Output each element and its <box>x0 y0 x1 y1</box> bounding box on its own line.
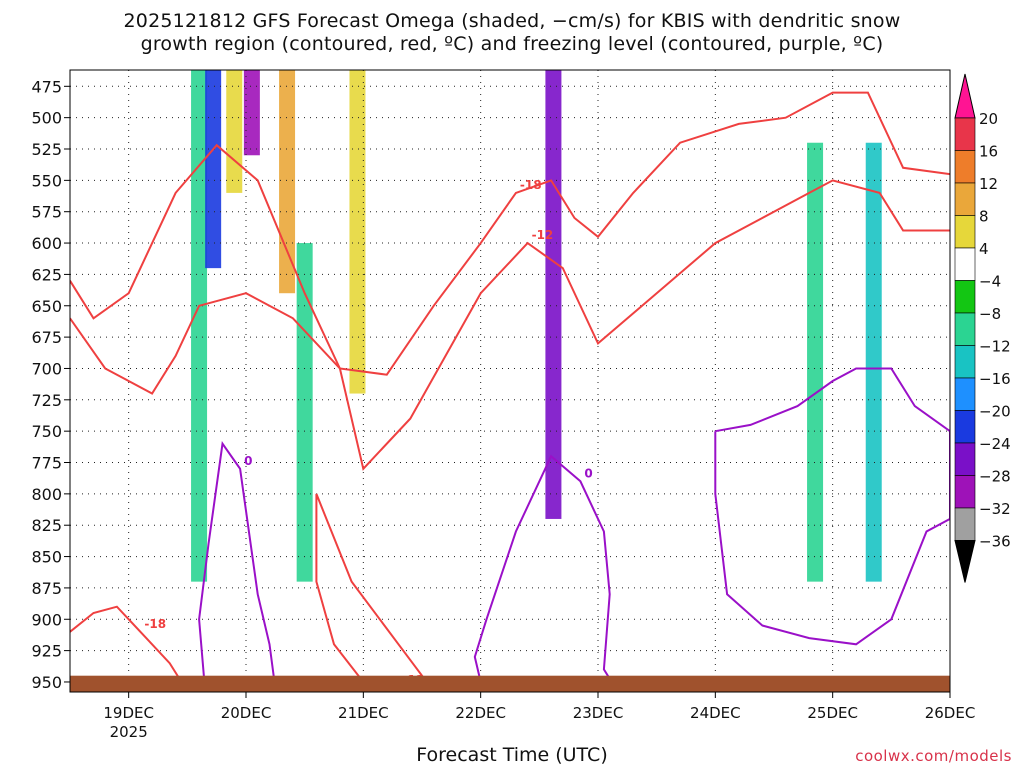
colorbar-bottom-arrow <box>954 540 976 583</box>
omega-column-1 <box>114 70 131 356</box>
x-tick-label: 24DEC <box>690 704 741 722</box>
colorbar-segment <box>954 410 976 444</box>
colorbar-label: −12 <box>979 338 1011 356</box>
terrain-layer <box>70 675 950 692</box>
colorbar-segment <box>954 215 976 249</box>
dgz-contour-minus18-a-label: -18 <box>520 178 542 192</box>
colorbar-segment <box>954 377 976 411</box>
y-tick-label: 525 <box>31 140 62 159</box>
y-tick-label: 850 <box>31 548 62 567</box>
colorbar-label: −4 <box>979 273 1001 291</box>
omega-column-9 <box>378 70 395 469</box>
colorbar-label: −32 <box>979 500 1011 518</box>
colorbar-label: −20 <box>979 403 1011 421</box>
colorbar-label: 16 <box>979 143 998 161</box>
omega-column-3 <box>205 70 222 269</box>
colorbar-segment <box>954 507 976 541</box>
y-tick-label: 600 <box>31 234 62 253</box>
dgz-contour-minus18-b-label: -18 <box>144 617 166 631</box>
colorbar-label: −8 <box>979 305 1001 323</box>
plot-frame <box>69 69 951 693</box>
omega-column-4 <box>226 70 243 193</box>
omega-column-8 <box>349 70 366 394</box>
x-tick-label: 20DEC <box>221 704 272 722</box>
y-tick-label: 875 <box>31 579 62 598</box>
y-tick-label: 725 <box>31 391 62 410</box>
x-tick-label: 25DEC <box>807 704 858 722</box>
y-tick-label: 550 <box>31 171 62 190</box>
colorbar-label: −16 <box>979 370 1011 388</box>
y-axis: 475 500 525 550 575 600 625 650 675 700 725 750 775 8… <box>31 77 70 692</box>
colorbar: 20 16 12 8 4 −4 −8 −12 −16 −20 −24 −28 −32 −36 <box>954 73 1011 583</box>
freezing-contour-a-label: 0 <box>244 454 252 468</box>
colorbar-segment <box>954 312 976 346</box>
x-year-label: 2025 <box>110 723 148 740</box>
x-tick-label: 19DEC <box>103 704 154 722</box>
freezing-contour-a <box>198 441 277 689</box>
terrain-ground <box>70 675 950 692</box>
y-tick-label: 775 <box>31 454 62 473</box>
x-tick-label: 26DEC <box>925 704 976 722</box>
dgz-contour-minus18-b <box>70 605 183 683</box>
y-tick-label: 700 <box>31 359 62 378</box>
y-tick-label: 800 <box>31 485 62 504</box>
y-tick-label: 675 <box>31 328 62 347</box>
colorbar-segment <box>954 117 976 151</box>
colorbar-label: −24 <box>979 435 1011 453</box>
contour-layer: -18-12-18-12000 <box>70 91 950 690</box>
dgz-contour-minus18-a <box>70 91 950 376</box>
omega-column-2 <box>191 70 208 582</box>
y-tick-label: 825 <box>31 516 62 535</box>
colorbar-segment <box>954 475 976 509</box>
x-tick-label: 23DEC <box>573 704 624 722</box>
omega-column-6 <box>279 70 296 294</box>
dgz-contour-minus12-a-label: -12 <box>532 228 554 242</box>
y-tick-label: 625 <box>31 265 62 284</box>
colorbar-label: −36 <box>979 533 1011 551</box>
freezing-contour-b-label: 0 <box>584 466 592 480</box>
colorbar-label: 12 <box>979 175 998 193</box>
y-tick-label: 900 <box>31 610 62 629</box>
x-axis: 19DEC 20DEC 21DEC 22DEC 23DEC 24DEC 25DEC 26DEC… <box>103 692 975 740</box>
freezing-contour-b <box>473 454 617 689</box>
chart-title-line-1: 2025121812 GFS Forecast Omega (shaded, −… <box>123 10 901 32</box>
colorbar-segment <box>954 150 976 184</box>
colorbar-label: 20 <box>979 110 998 128</box>
x-tick-label: 22DEC <box>455 704 506 722</box>
colorbar-segment <box>954 247 976 281</box>
omega-shading-layer <box>114 70 882 582</box>
omega-column-10 <box>545 70 562 519</box>
y-tick-label: 475 <box>31 77 62 96</box>
colorbar-label: 8 <box>979 208 989 226</box>
y-tick-label: 950 <box>31 673 62 692</box>
colorbar-segment <box>954 442 976 476</box>
y-tick-label: 925 <box>31 642 62 661</box>
colorbar-segment <box>954 182 976 216</box>
freezing-contour-c <box>714 367 950 646</box>
y-tick-label: 500 <box>31 109 62 128</box>
chart-title-line-2: growth region (contoured, red, ºC) and f… <box>140 33 884 55</box>
colorbar-label: 4 <box>979 240 989 258</box>
omega-column-11 <box>807 142 824 582</box>
colorbar-segment <box>954 280 976 314</box>
x-tick-label: 21DEC <box>338 704 389 722</box>
y-tick-label: 650 <box>31 297 62 316</box>
colorbar-top-arrow <box>954 73 976 119</box>
chart-canvas: -18-12-18-12000 475500525550575600625650… <box>31 69 1011 740</box>
colorbar-segment <box>954 345 976 379</box>
omega-column-12 <box>865 142 882 582</box>
y-tick-label: 750 <box>31 422 62 441</box>
omega-column-5 <box>243 70 260 156</box>
credit-text: coolwx.com/models <box>855 747 1012 765</box>
colorbar-label: −28 <box>979 468 1011 486</box>
y-tick-label: 575 <box>31 203 62 222</box>
x-axis-title: Forecast Time (UTC) <box>416 744 608 766</box>
dgz-contour-minus12-a <box>70 179 950 471</box>
